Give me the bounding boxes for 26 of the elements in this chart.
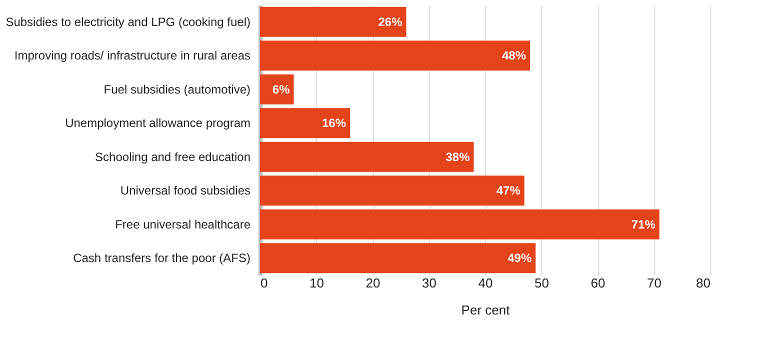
y-tick-label: Improving roads/ infrastructure in rural areas xyxy=(14,48,250,63)
data-label: 38% xyxy=(446,150,470,164)
x-tick-label: 80 xyxy=(696,276,710,290)
x-tick-label: 20 xyxy=(366,276,380,290)
y-tick-label: Schooling and free education xyxy=(95,150,250,164)
data-label: 47% xyxy=(496,184,521,198)
x-tick-label: 50 xyxy=(534,276,549,290)
data-label: 49% xyxy=(508,251,532,266)
x-tick-label: 0 xyxy=(260,276,268,290)
x-axis-title: Per cent xyxy=(461,302,510,318)
x-tick-label: 60 xyxy=(590,276,606,290)
x-tick-label: 10 xyxy=(310,276,324,290)
y-tick-label: Universal food subsidies xyxy=(120,184,250,198)
data-label: 48% xyxy=(502,48,526,63)
x-tick-label: 30 xyxy=(422,276,436,290)
data-label: 71% xyxy=(631,217,656,232)
y-tick-label: Subsidies to electricity and LPG (cooking fuel) xyxy=(6,14,250,29)
y-tick-label: Unemployment allowance program xyxy=(65,116,250,130)
data-label: 26% xyxy=(378,14,403,29)
data-label: 6% xyxy=(272,82,290,96)
y-tick-label: Free universal healthcare xyxy=(115,217,251,232)
data-label: 16% xyxy=(322,116,346,130)
x-tick-label: 40 xyxy=(478,276,493,290)
y-tick-label: Fuel subsidies (automotive) xyxy=(104,82,250,96)
x-tick-label: 70 xyxy=(647,276,662,290)
y-tick-label: Cash transfers for the poor (AFS) xyxy=(73,251,250,266)
